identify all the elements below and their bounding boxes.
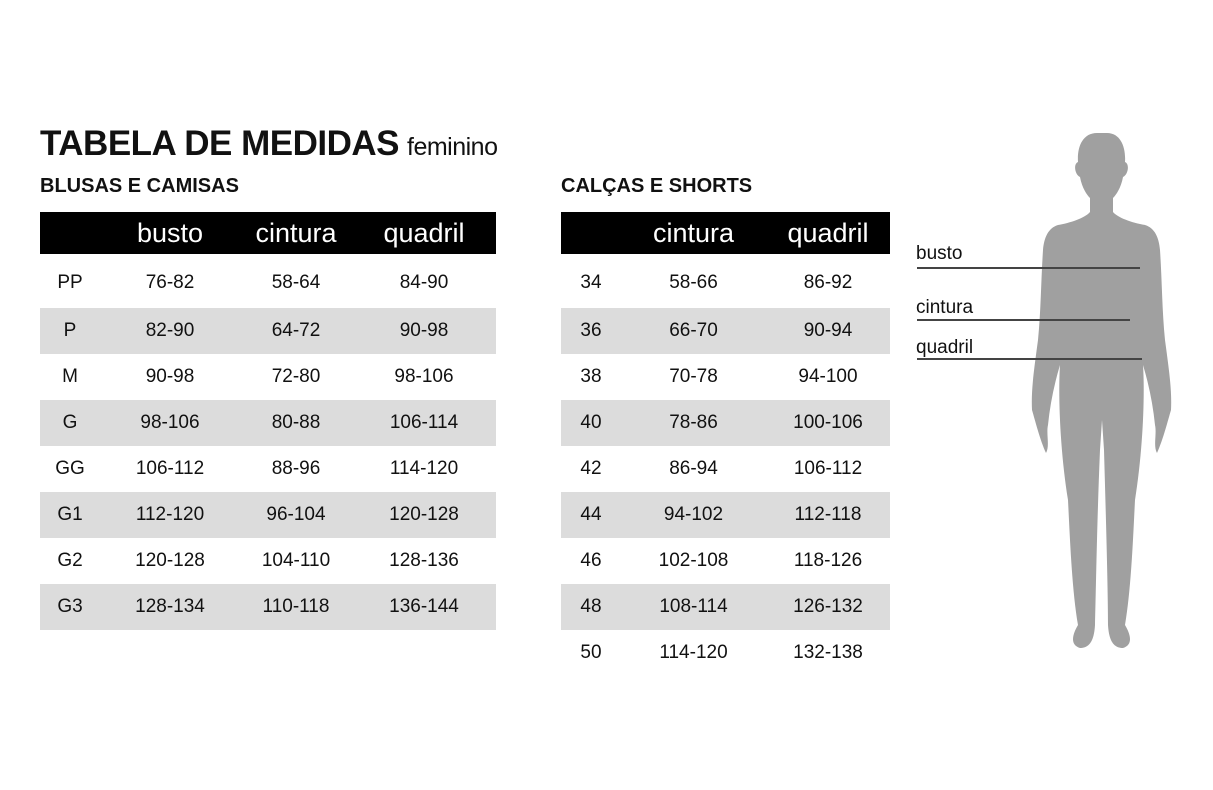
measure-cell: 114-120: [659, 642, 728, 663]
size-cell: GG: [55, 458, 85, 479]
measure-cell: 82-90: [100, 308, 240, 354]
table-row: 34 58-66 86-92: [561, 254, 890, 308]
column-header: cintura: [621, 212, 766, 254]
size-cell: 40: [561, 400, 621, 446]
calcas-table: cintura quadril 34 58-66 86-92 36 66-70 90-94 3…: [561, 212, 890, 676]
quadril-line: [917, 358, 1142, 360]
measure-cell: 106-112: [793, 458, 863, 479]
measure-cell: 90-98: [145, 366, 195, 387]
size-cell: M: [62, 366, 78, 387]
measure-cell: 86-94: [669, 458, 718, 479]
measure-cell: 102-108: [658, 550, 729, 571]
measure-cell: 120-128: [352, 492, 496, 538]
column-header: busto: [100, 212, 240, 254]
page-title: TABELA DE MEDIDAS feminino: [40, 124, 498, 164]
measure-cell: 136-144: [352, 584, 496, 630]
table-row: 38 70-78 94-100: [561, 354, 890, 400]
calcas-heading: CALÇAS E SHORTS: [561, 175, 753, 197]
measure-cell: 128-134: [100, 584, 240, 630]
size-cell: G1: [40, 492, 100, 538]
size-cell: 50: [580, 642, 602, 663]
size-cell: G2: [57, 550, 83, 571]
measure-cell: 114-120: [389, 458, 459, 479]
column-header: quadril: [352, 212, 496, 254]
cintura-line: [917, 319, 1130, 321]
measure-cell: 66-70: [621, 308, 766, 354]
measure-cell: 94-100: [798, 366, 858, 387]
measure-cell: 104-110: [261, 550, 331, 571]
measure-cell: 58-64: [271, 272, 321, 293]
measure-cell: 128-136: [389, 550, 459, 571]
table-row: 48 108-114 126-132: [561, 584, 890, 630]
table-row: M 90-98 72-80 98-106: [40, 354, 496, 400]
measure-cell: 90-94: [766, 308, 890, 354]
measure-cell: 98-106: [394, 366, 454, 387]
size-cell: 48: [561, 584, 621, 630]
table-row: 42 86-94 106-112: [561, 446, 890, 492]
busto-line: [917, 267, 1140, 269]
measure-cell: 86-92: [803, 272, 853, 293]
size-cell: 46: [580, 550, 602, 571]
measure-cell: 70-78: [669, 366, 718, 387]
measure-cell: 76-82: [145, 272, 195, 293]
measure-cell: 112-120: [100, 492, 240, 538]
table-row: P 82-90 64-72 90-98: [40, 308, 496, 354]
column-header: [40, 212, 100, 254]
measure-cell: 64-72: [240, 308, 352, 354]
size-cell: PP: [57, 272, 83, 293]
table-row: PP 76-82 58-64 84-90: [40, 254, 496, 308]
measure-cell: 84-90: [399, 272, 449, 293]
size-cell: 44: [561, 492, 621, 538]
table-row: 46 102-108 118-126: [561, 538, 890, 584]
column-header: [561, 212, 621, 254]
table-row: G3 128-134 110-118 136-144: [40, 584, 496, 630]
table-row: G 98-106 80-88 106-114: [40, 400, 496, 446]
title-text: TABELA DE MEDIDAS: [40, 124, 400, 163]
table-row: 44 94-102 112-118: [561, 492, 890, 538]
measure-cell: 120-128: [135, 550, 205, 571]
measure-cell: 98-106: [100, 400, 240, 446]
size-cell: 42: [580, 458, 602, 479]
size-cell: 36: [561, 308, 621, 354]
blusas-table: busto cintura quadril PP 76-82 58-64 84-90 P 82…: [40, 212, 496, 630]
measure-cell: 100-106: [766, 400, 890, 446]
size-cell: G3: [40, 584, 100, 630]
measure-cell: 80-88: [240, 400, 352, 446]
table-row: GG 106-112 88-96 114-120: [40, 446, 496, 492]
measure-cell: 94-102: [621, 492, 766, 538]
size-cell: P: [40, 308, 100, 354]
label-cintura: cintura: [916, 297, 974, 318]
measure-cell: 78-86: [621, 400, 766, 446]
measure-cell: 106-114: [352, 400, 496, 446]
table-row: 50 114-120 132-138: [561, 630, 890, 676]
measure-cell: 58-66: [669, 272, 718, 293]
measure-cell: 72-80: [271, 366, 321, 387]
measure-cell: 112-118: [766, 492, 890, 538]
measure-cell: 108-114: [621, 584, 766, 630]
table-row: G1 112-120 96-104 120-128: [40, 492, 496, 538]
measure-cell: 110-118: [240, 584, 352, 630]
measure-cell: 118-126: [793, 550, 863, 571]
subtitle-text: feminino: [407, 133, 498, 161]
measure-cell: 132-138: [793, 642, 863, 663]
column-header: quadril: [766, 212, 890, 254]
measure-cell: 106-112: [135, 458, 205, 479]
size-cell: 34: [580, 272, 602, 293]
label-busto: busto: [916, 243, 963, 264]
blusas-heading: BLUSAS E CAMISAS: [40, 175, 239, 197]
table-row: 40 78-86 100-106: [561, 400, 890, 446]
size-cell: G: [40, 400, 100, 446]
label-quadril: quadril: [916, 337, 974, 358]
measure-cell: 126-132: [766, 584, 890, 630]
measure-cell: 88-96: [271, 458, 321, 479]
body-silhouette: [1031, 133, 1172, 648]
measure-cell: 96-104: [240, 492, 352, 538]
measure-cell: 90-98: [352, 308, 496, 354]
table-row: G2 120-128 104-110 128-136: [40, 538, 496, 584]
size-cell: 38: [580, 366, 602, 387]
table-row: 36 66-70 90-94: [561, 308, 890, 354]
column-header: cintura: [240, 212, 352, 254]
